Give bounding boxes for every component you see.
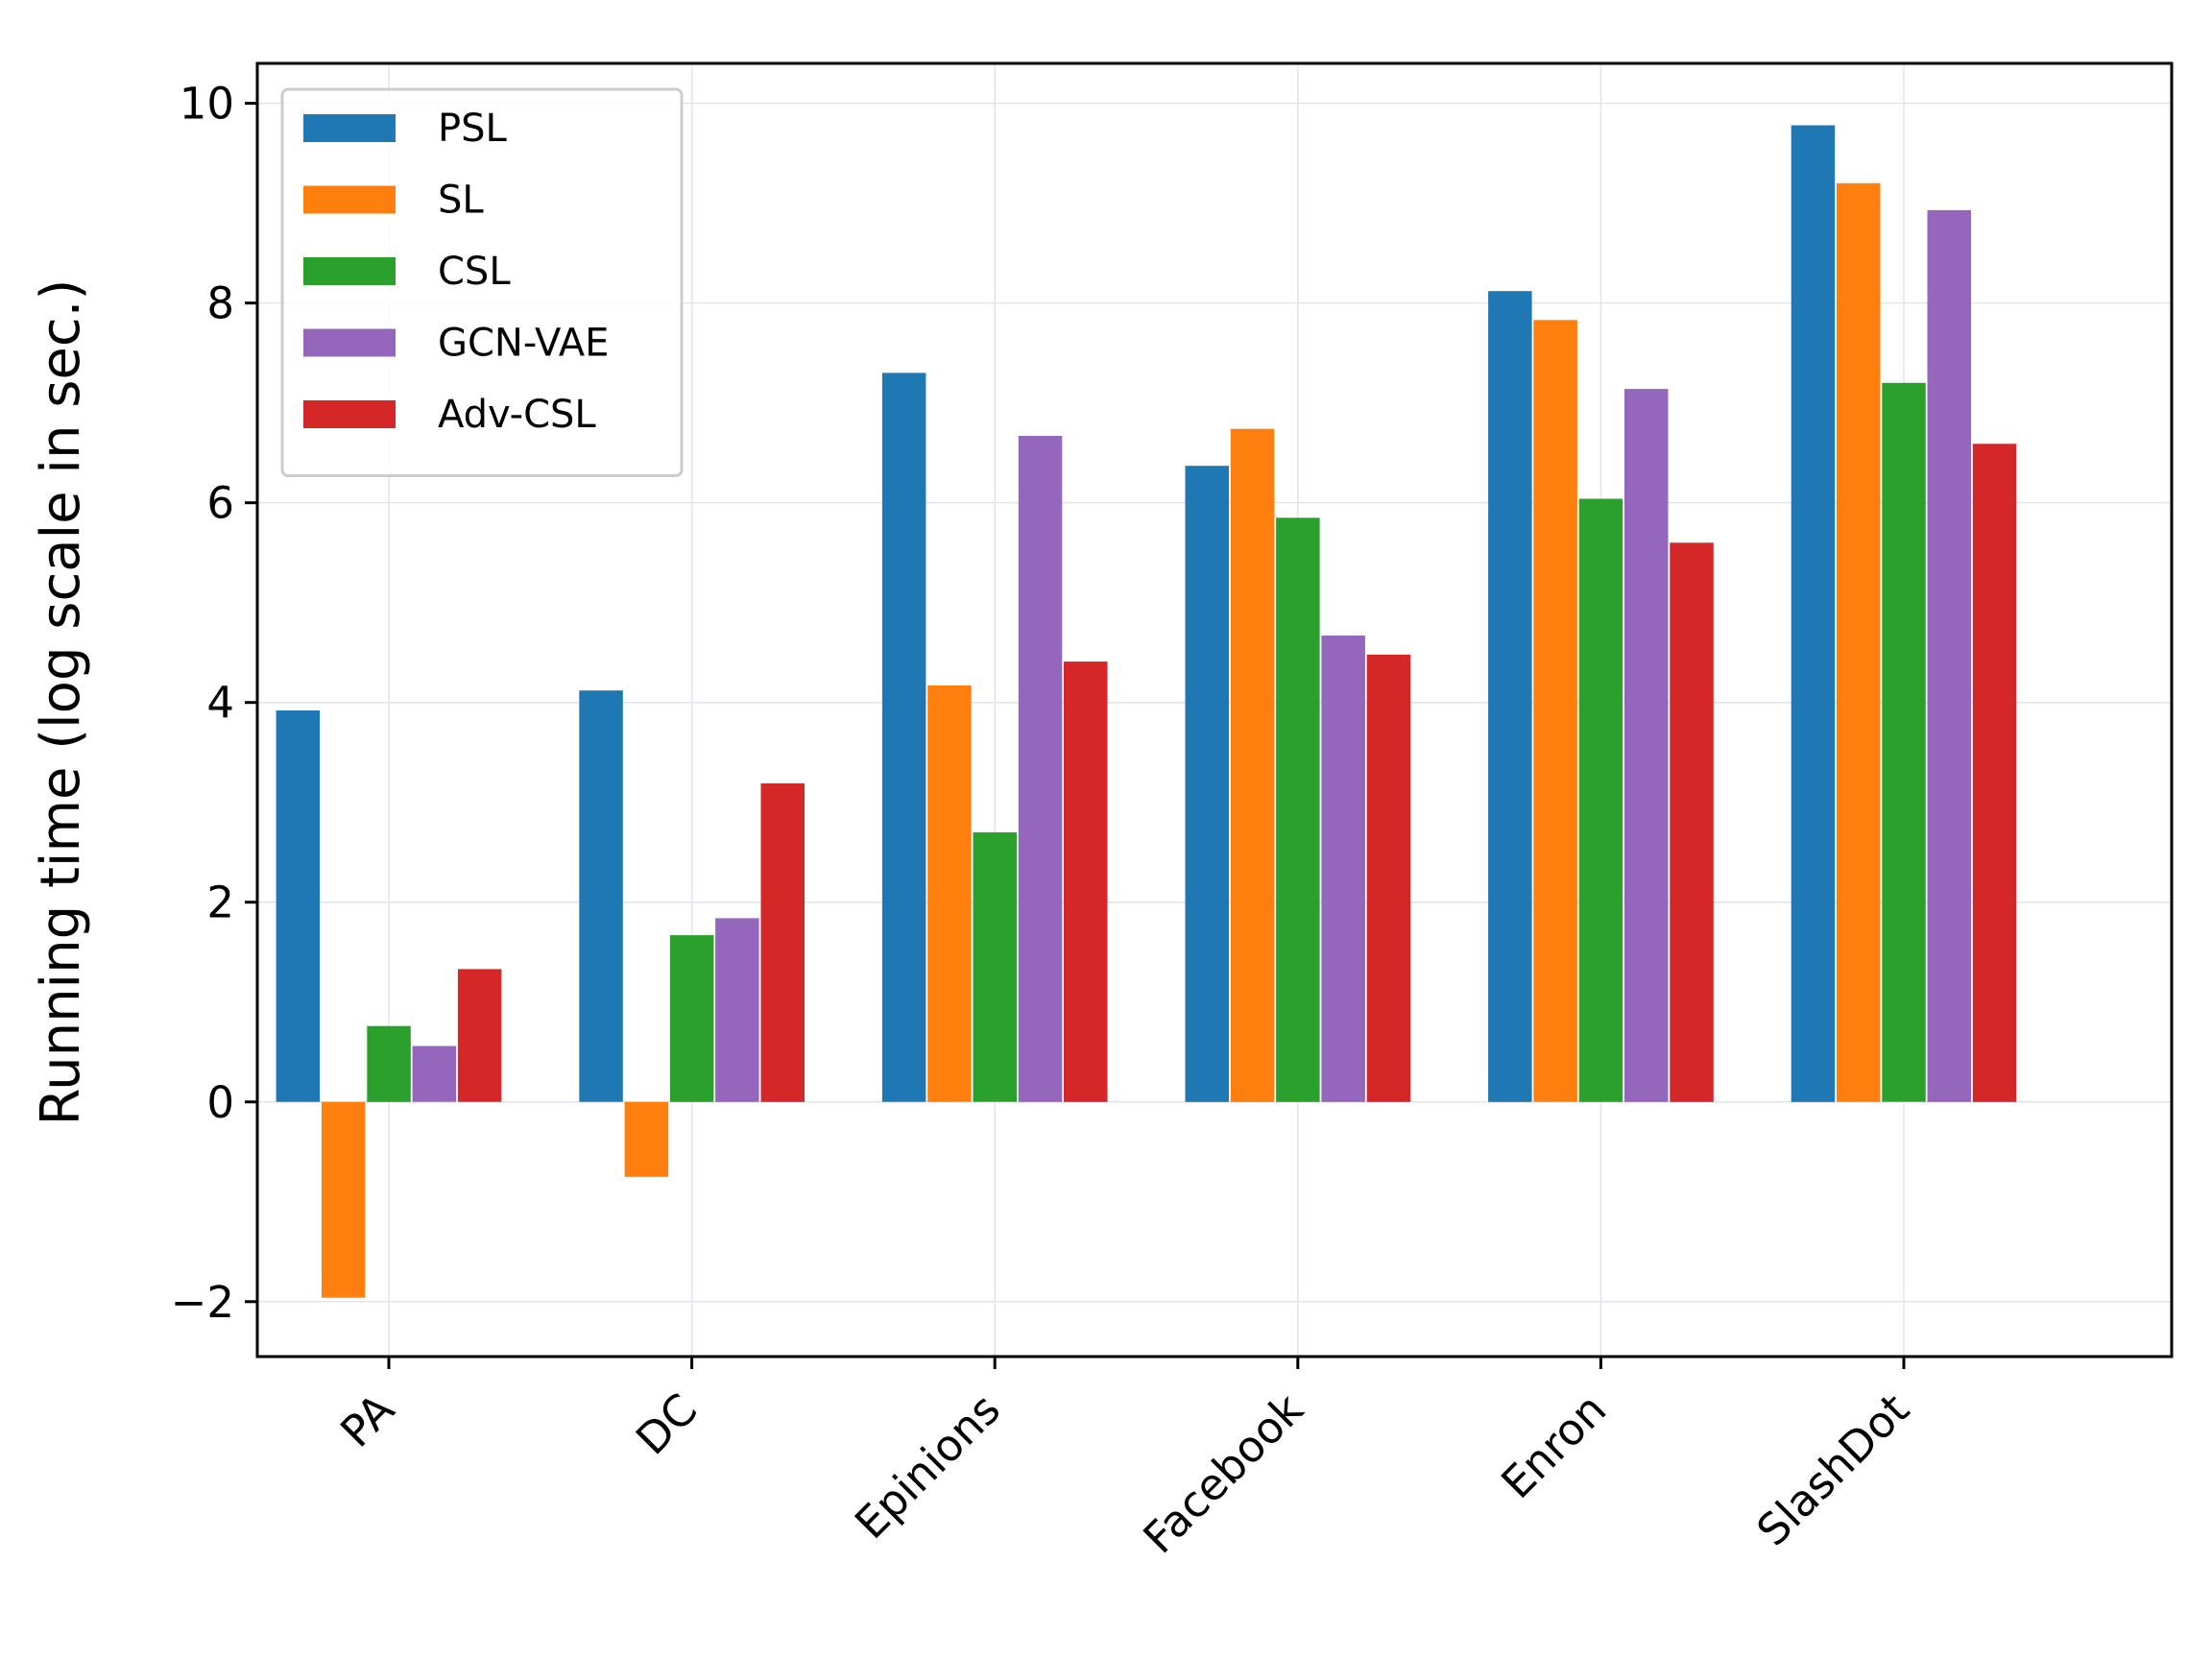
bar-csl-slashdot (1882, 382, 1926, 1102)
bar-gcn-vae-dc (715, 918, 759, 1102)
legend: PSL SL CSL GCN-VAE Adv-CSL (280, 87, 684, 477)
bar-gcn-vae-pa (412, 1046, 457, 1102)
bar-adv-csl-pa (457, 969, 502, 1102)
bar-adv-csl-dc (760, 783, 805, 1102)
bar-gcn-vae-slashdot (1927, 209, 1971, 1102)
y-tick-label: 8 (206, 278, 234, 329)
y-tick-label: 6 (206, 478, 234, 529)
y-tick-label: 2 (206, 878, 234, 928)
bar-sl-dc (624, 1101, 669, 1177)
legend-swatch (303, 400, 396, 428)
bar-sl-pa (321, 1101, 366, 1298)
bar-psl-epinions (881, 373, 926, 1102)
y-tick-label: −2 (171, 1277, 234, 1328)
y-axis-title: Running time (log scale in sec.) (30, 279, 92, 1126)
bar-sl-slashdot (1837, 182, 1881, 1102)
bar-csl-enron (1578, 498, 1623, 1102)
bar-psl-slashdot (1791, 125, 1836, 1102)
plot-frame (255, 61, 2174, 1358)
legend-label: SL (438, 179, 484, 223)
bar-csl-pa (367, 1025, 411, 1102)
bar-gcn-vae-facebook (1321, 636, 1365, 1102)
bar-csl-dc (669, 935, 714, 1102)
bar-adv-csl-epinions (1064, 661, 1108, 1102)
bar-csl-facebook (1276, 517, 1320, 1102)
legend-label: Adv-CSL (438, 393, 596, 437)
legend-swatch (303, 114, 396, 142)
bar-sl-epinions (927, 685, 972, 1102)
legend-label: GCN-VAE (438, 322, 609, 366)
y-tick-label: 4 (206, 678, 234, 729)
bar-gcn-vae-epinions (1018, 436, 1063, 1102)
bar-gcn-vae-enron (1624, 389, 1669, 1102)
y-tick-label: 0 (206, 1077, 234, 1128)
bar-adv-csl-facebook (1366, 654, 1411, 1102)
legend-swatch (303, 185, 396, 214)
y-tick-label: 10 (180, 79, 234, 130)
bar-adv-csl-slashdot (1972, 444, 2017, 1102)
legend-swatch (303, 328, 396, 357)
bar-psl-pa (276, 710, 321, 1102)
bar-psl-dc (579, 690, 623, 1102)
bar-psl-enron (1488, 291, 1532, 1102)
bar-csl-epinions (973, 831, 1017, 1102)
legend-label: PSL (438, 107, 508, 151)
bar-psl-facebook (1185, 466, 1229, 1102)
legend-label: CSL (438, 250, 511, 294)
bars (276, 125, 2017, 1298)
bar-sl-enron (1533, 320, 1577, 1102)
legend-swatch (303, 257, 396, 285)
bar-sl-facebook (1230, 428, 1275, 1102)
bar-adv-csl-enron (1670, 542, 1714, 1102)
